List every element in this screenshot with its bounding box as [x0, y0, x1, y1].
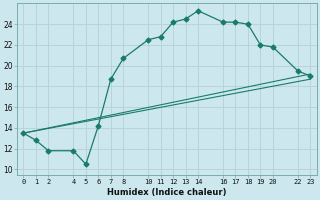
X-axis label: Humidex (Indice chaleur): Humidex (Indice chaleur)	[107, 188, 227, 197]
